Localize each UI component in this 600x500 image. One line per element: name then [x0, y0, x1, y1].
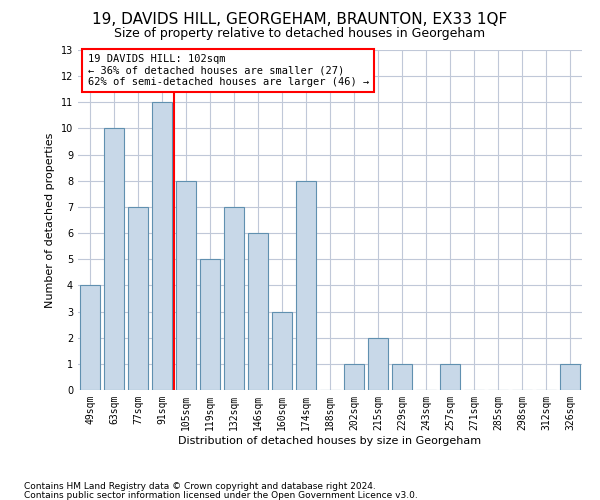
- Text: 19 DAVIDS HILL: 102sqm
← 36% of detached houses are smaller (27)
62% of semi-det: 19 DAVIDS HILL: 102sqm ← 36% of detached…: [88, 54, 369, 87]
- Bar: [80, 286, 100, 390]
- Bar: [296, 181, 316, 390]
- Text: Contains HM Land Registry data © Crown copyright and database right 2024.: Contains HM Land Registry data © Crown c…: [24, 482, 376, 491]
- Bar: [392, 364, 412, 390]
- Bar: [128, 207, 148, 390]
- Bar: [440, 364, 460, 390]
- Bar: [248, 233, 268, 390]
- Bar: [368, 338, 388, 390]
- Text: Contains public sector information licensed under the Open Government Licence v3: Contains public sector information licen…: [24, 490, 418, 500]
- Bar: [272, 312, 292, 390]
- X-axis label: Distribution of detached houses by size in Georgeham: Distribution of detached houses by size …: [178, 436, 482, 446]
- Text: Size of property relative to detached houses in Georgeham: Size of property relative to detached ho…: [115, 28, 485, 40]
- Bar: [152, 102, 172, 390]
- Bar: [560, 364, 580, 390]
- Bar: [200, 259, 220, 390]
- Bar: [176, 181, 196, 390]
- Y-axis label: Number of detached properties: Number of detached properties: [45, 132, 55, 308]
- Bar: [224, 207, 244, 390]
- Bar: [344, 364, 364, 390]
- Text: 19, DAVIDS HILL, GEORGEHAM, BRAUNTON, EX33 1QF: 19, DAVIDS HILL, GEORGEHAM, BRAUNTON, EX…: [92, 12, 508, 28]
- Bar: [104, 128, 124, 390]
